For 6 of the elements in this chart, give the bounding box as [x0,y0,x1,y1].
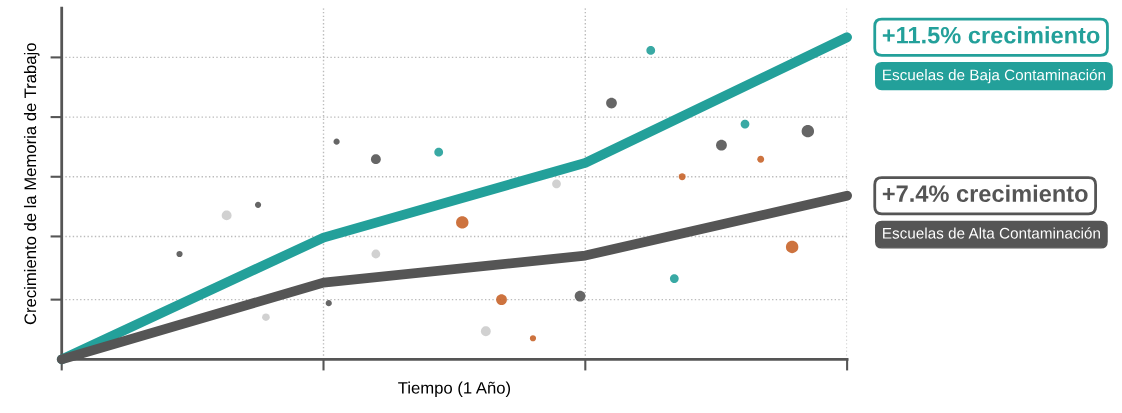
text: +11.5% crecimiento [882,26,1100,44]
text: Escuelas de Alta Contaminación [883,227,1100,239]
text: +7.4% crecimiento [882,184,1088,203]
x-axis-title: Tiempo (1 Año) [398,381,511,398]
text: Escuelas de Baja Contaminación [883,68,1106,84]
y-axis-title: Crecimiento de la Memoria de Trabajo [23,43,40,325]
